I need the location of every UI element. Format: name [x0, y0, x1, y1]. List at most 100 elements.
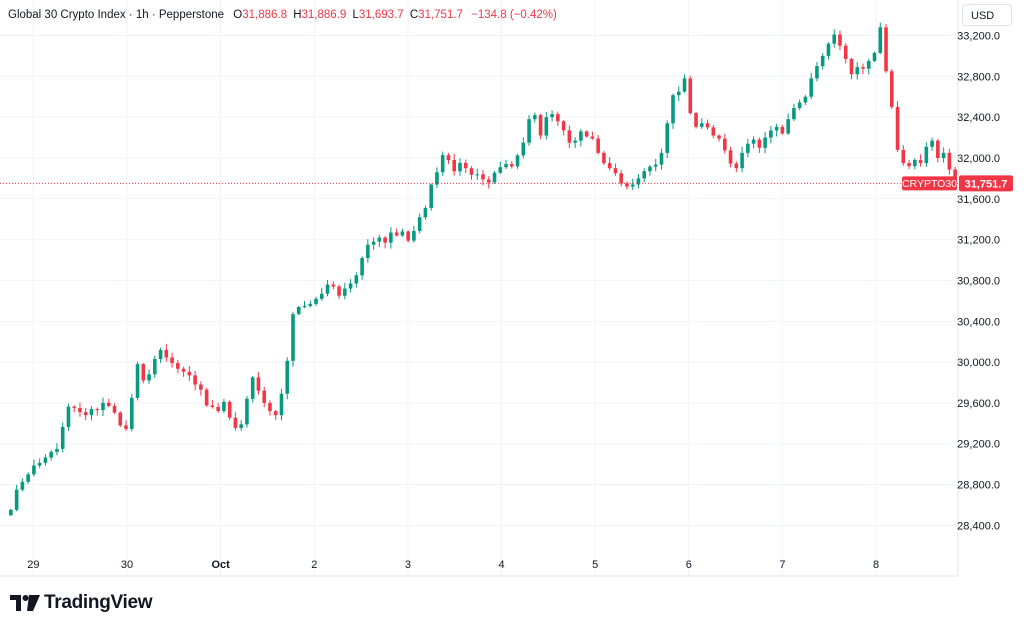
candle-body [204, 389, 209, 406]
candle-body [809, 78, 813, 97]
candle-body [463, 162, 468, 169]
candle-body [878, 27, 883, 53]
candle-body [176, 363, 180, 369]
high-label: H [293, 9, 302, 21]
candle-body [826, 43, 831, 56]
candle-body [124, 425, 128, 429]
candle-body [492, 172, 497, 183]
candle-body [337, 286, 341, 296]
candle-body [682, 78, 687, 92]
candle-body [233, 417, 238, 428]
candle-body [659, 152, 664, 165]
candles [9, 22, 957, 517]
candle-body [475, 174, 480, 176]
candle-body [556, 114, 560, 122]
candle-body [245, 398, 249, 425]
candle-body [112, 405, 117, 413]
time-axis[interactable]: 29 30 Oct 2 3 4 5 6 7 8 [27, 559, 879, 571]
candle-body [579, 131, 583, 141]
candle-body [884, 27, 888, 72]
candle-body [769, 130, 773, 138]
candle-body [797, 102, 802, 108]
candle-body [49, 451, 53, 458]
x-tick-label: 3 [405, 559, 411, 571]
candle-body [147, 374, 151, 381]
candle-body [734, 163, 739, 169]
y-tick-label: 33,200.0 [957, 31, 1000, 43]
candle-body [792, 107, 796, 120]
symbol-legend: Global 30 Crypto Index · 1h · Pepperston… [8, 9, 557, 21]
candle-body [930, 140, 934, 147]
candle-body [66, 406, 71, 427]
candle-body [843, 45, 848, 59]
y-tick-label: 29,200.0 [957, 439, 1000, 451]
y-tick-label: 31,200.0 [957, 235, 1000, 247]
pane-border [0, 0, 959, 577]
candle-body [26, 474, 30, 482]
tradingview-logo-icon [10, 595, 40, 611]
symbol-name[interactable]: Global 30 Crypto Index · 1h · Pepperston… [8, 9, 225, 21]
candle-body [435, 172, 439, 185]
candle-body [319, 293, 324, 299]
x-tick-label: 8 [873, 559, 879, 571]
low-label: L [352, 9, 359, 21]
tradingview-brand[interactable]: TradingView [10, 590, 153, 616]
candle-body [728, 150, 733, 164]
symbol-tag-label: CRYPTO30 [902, 178, 957, 190]
candle-body [895, 106, 900, 150]
y-tick-label: 32,400.0 [957, 112, 1000, 124]
candle-body [636, 178, 641, 185]
x-tick-label: 30 [121, 559, 133, 571]
candle-body [694, 113, 698, 127]
candle-body [717, 135, 721, 139]
candle-body [268, 402, 272, 412]
y-tick-label: 32,000.0 [957, 153, 1000, 165]
currency-button[interactable]: USD [962, 4, 1012, 26]
candle-body [538, 115, 543, 136]
candle-body [947, 152, 952, 170]
x-tick-label: 2 [311, 559, 317, 571]
symbol-tag [902, 176, 957, 191]
candle-body [354, 275, 359, 284]
candle-body [855, 67, 860, 75]
candle-body [314, 298, 318, 304]
candle-body [296, 306, 301, 315]
low-value: 31,693.7 [358, 9, 404, 21]
candle-body [613, 168, 618, 174]
candle-body [417, 217, 422, 231]
candle-body [757, 139, 762, 148]
candle-body [642, 171, 647, 179]
candle-body [936, 140, 940, 158]
candle-body [815, 66, 819, 79]
candle-body [406, 231, 410, 241]
candle-body [273, 411, 278, 416]
candle-body [619, 173, 623, 184]
candle-body [872, 52, 877, 62]
candle-body [630, 184, 635, 187]
candle-body [498, 167, 503, 173]
candle-body [193, 375, 197, 385]
open-value: 31,886.8 [242, 9, 287, 21]
candle-body [509, 164, 514, 167]
candle-body [705, 123, 710, 128]
candle-body [285, 360, 290, 394]
candle-body [101, 402, 105, 411]
candle-body [924, 146, 929, 164]
candle-body [164, 349, 169, 358]
candle-body [607, 163, 612, 169]
candle-body [676, 91, 681, 96]
candle-body [832, 34, 837, 44]
price-axis[interactable]: 28,400.0 28,800.0 29,200.0 29,600.0 30,000.0… [957, 31, 1000, 533]
candle-body [711, 127, 716, 136]
candle-body [308, 303, 313, 306]
y-tick-label: 31,600.0 [957, 194, 1000, 206]
candle-body [774, 126, 779, 131]
candle-body [170, 357, 174, 364]
candle-body [389, 232, 393, 243]
candle-body [866, 61, 871, 69]
candle-body [279, 393, 284, 416]
candle-body [561, 121, 566, 131]
candle-body [14, 489, 19, 510]
